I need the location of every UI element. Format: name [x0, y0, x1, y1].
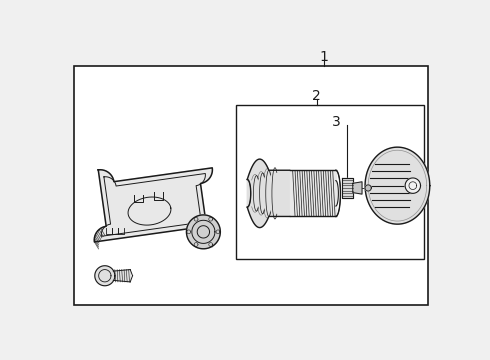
- Polygon shape: [95, 266, 115, 286]
- Polygon shape: [365, 147, 430, 224]
- Polygon shape: [405, 178, 420, 193]
- Polygon shape: [353, 182, 362, 194]
- Polygon shape: [365, 185, 371, 191]
- Polygon shape: [94, 168, 212, 242]
- Polygon shape: [290, 170, 336, 216]
- Text: 1: 1: [320, 50, 329, 64]
- Bar: [74, 66, 428, 305]
- Text: 3: 3: [331, 115, 340, 129]
- Bar: [236, 105, 424, 259]
- Text: 4: 4: [391, 159, 399, 174]
- Polygon shape: [187, 215, 220, 249]
- Polygon shape: [342, 178, 353, 198]
- Polygon shape: [113, 270, 130, 282]
- Polygon shape: [247, 159, 290, 228]
- Text: 2: 2: [312, 89, 321, 103]
